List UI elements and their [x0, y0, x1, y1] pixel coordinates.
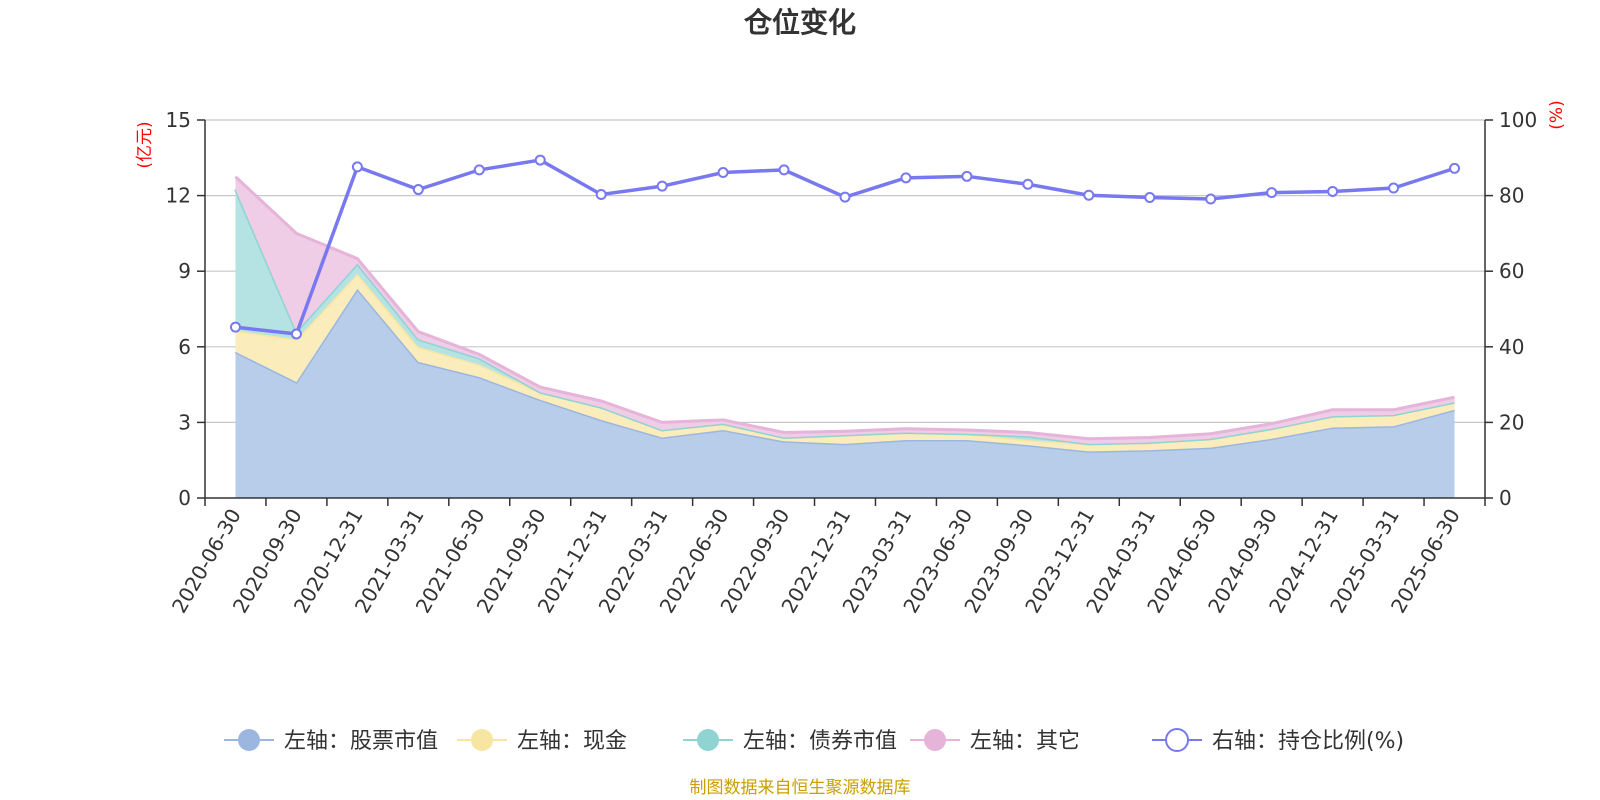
ratio-point — [1205, 193, 1217, 205]
left-tick-label: 0 — [178, 486, 191, 510]
ratio-point — [412, 184, 424, 196]
legend-label-1: 左轴：股票市值 — [284, 729, 438, 754]
right-tick-label: 60 — [1499, 259, 1524, 283]
legend-marker-3 — [697, 729, 719, 751]
legend-marker-1 — [238, 729, 260, 751]
area-series — [234, 175, 1455, 498]
ratio-point — [1083, 189, 1095, 201]
ratio-point — [1449, 162, 1461, 174]
data-source-note: 制图数据来自恒生聚源数据库 — [690, 778, 911, 798]
right-tick-label: 100 — [1499, 108, 1537, 132]
right-tick-label: 40 — [1499, 335, 1524, 359]
ratio-point — [1022, 178, 1034, 190]
chart-title: 仓位变化 — [744, 6, 856, 39]
ratio-point — [961, 170, 973, 182]
right-tick-label: 20 — [1499, 410, 1524, 434]
ratio-point — [351, 161, 363, 173]
left-axis-unit: (亿元) — [135, 121, 155, 168]
legend-label-3: 左轴：债券市值 — [743, 729, 897, 754]
ratio-point — [595, 188, 607, 200]
ratio-point — [473, 164, 485, 176]
area-series-edge-4 — [234, 175, 1455, 441]
right-axis-unit: (%) — [1547, 100, 1567, 129]
left-tick-label: 6 — [178, 335, 191, 359]
ratio-point — [900, 172, 912, 184]
legend-label-4: 左轴：其它 — [970, 729, 1080, 754]
legend-label-2: 左轴：现金 — [517, 729, 627, 754]
ratio-point — [839, 191, 851, 203]
ratio-point — [717, 167, 729, 179]
legend-marker-4 — [924, 729, 946, 751]
left-tick-label: 12 — [166, 184, 191, 208]
ratio-point — [1266, 187, 1278, 199]
ratio-line-series — [229, 154, 1461, 340]
ratio-point — [778, 164, 790, 176]
ratio-point — [290, 328, 302, 340]
ratio-point — [229, 321, 241, 333]
ratio-point — [534, 154, 546, 166]
ratio-point — [656, 180, 668, 192]
legend-label-5: 右轴：持仓比例(%) — [1212, 729, 1404, 754]
ratio-point — [1144, 191, 1156, 203]
left-tick-label: 9 — [178, 259, 191, 283]
left-tick-label: 3 — [178, 410, 191, 434]
legend: 左轴：股票市值 左轴：现金 左轴：债券市值 左轴：其它 右轴：持仓比例(%) — [224, 728, 1404, 754]
right-tick-label: 80 — [1499, 184, 1524, 208]
ratio-point — [1327, 185, 1339, 197]
left-tick-label: 15 — [166, 108, 191, 132]
area-series-1 — [235, 288, 1455, 498]
right-tick-label: 0 — [1499, 486, 1512, 510]
ratio-point — [1388, 182, 1400, 194]
legend-marker-5 — [1165, 728, 1189, 752]
legend-marker-2 — [471, 729, 493, 751]
